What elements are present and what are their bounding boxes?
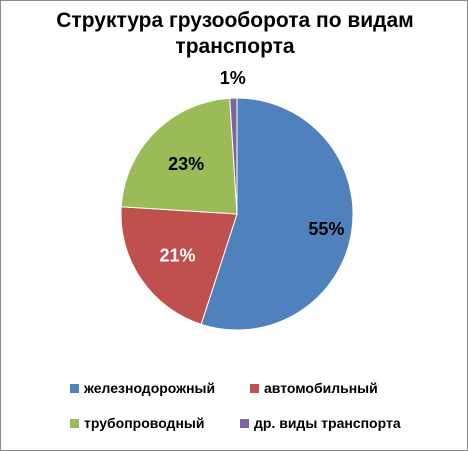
- pie-slice-railway: [200, 97, 354, 331]
- pie-slice-road: [120, 206, 238, 325]
- data-label-road: 21%: [160, 245, 196, 265]
- chart-title-line-2: транспорта: [175, 35, 295, 58]
- data-label-other: 1%: [220, 68, 246, 88]
- chart-title-line-1: Структура грузооборота по видам: [56, 9, 414, 32]
- data-label-railway: 55%: [308, 219, 344, 239]
- chart-title: Структура грузооборота по видам транспор…: [30, 8, 440, 60]
- pie-slice-pipeline: [120, 97, 238, 215]
- data-label-pipeline: 23%: [168, 154, 204, 174]
- pie-slice-other: [229, 97, 238, 215]
